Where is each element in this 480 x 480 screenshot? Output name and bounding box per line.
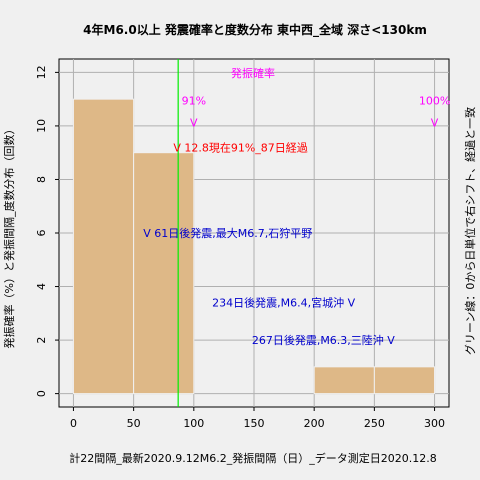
probability-value: 100% [419, 95, 450, 108]
y-axis-ticks: 0 2 4 6 8 10 12 [35, 65, 59, 397]
histogram-bar [313, 366, 375, 395]
probability-marker: V [190, 117, 198, 130]
y-tick-label: 8 [35, 176, 48, 183]
annotations: 91% V 100% V V 12.8現在91%_87日経過 V 61日後発震,最大M6.… [143, 95, 450, 348]
histogram-bar [72, 98, 135, 395]
y-tick-label: 6 [35, 230, 48, 237]
probability-marker: V [431, 117, 439, 130]
y-tick-label: 4 [35, 283, 48, 290]
x-tick-label: 100 [183, 417, 204, 430]
x-tick-label: 300 [424, 417, 445, 430]
histogram-bar [373, 366, 436, 395]
y-tick-label: 10 [35, 119, 48, 133]
histogram-bars [72, 98, 436, 395]
x-tick-label: 150 [244, 417, 265, 430]
x-tick-label: 250 [364, 417, 385, 430]
y-tick-label: 12 [35, 65, 48, 79]
chart-title: 4年M6.0以上 発震確率と度数分布 東中西_全域 深さ<130km [83, 22, 427, 38]
x-axis-ticks: 0 50 100 150 200 250 300 [70, 407, 445, 430]
x-tick-label: 0 [70, 417, 77, 430]
right-axis-note: グリーン線：0から日単位で右シフト、経過と一致 [463, 107, 477, 355]
y-axis-label: 発振確率（%）と発振間隔_度数分布（回数） [2, 124, 16, 349]
x-tick-label: 50 [127, 417, 141, 430]
annotation-text: 234日後発震,M6.4,宮城沖 V [212, 296, 355, 310]
probability-value: 91% [182, 95, 206, 108]
histogram-bar [133, 152, 195, 395]
annotation-text: V 12.8現在91%_87日経過 [173, 141, 307, 154]
x-tick-label: 200 [304, 417, 325, 430]
probability-legend: 発振確率 [231, 66, 275, 80]
y-tick-label: 2 [35, 337, 48, 344]
annotation-text: V 61日後発震,最大M6.7,石狩平野 [143, 226, 312, 240]
x-axis-label: 計22間隔_最新2020.9.12M6.2_発振間隔（日）_データ測定日2020… [69, 451, 436, 465]
y-tick-label: 0 [35, 390, 48, 397]
annotation-text: 267日後発震,M6.3,三陸沖 V [252, 333, 395, 347]
